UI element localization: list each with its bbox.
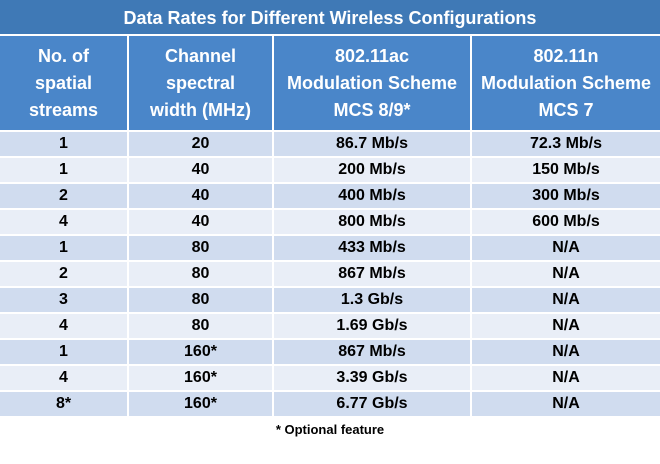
- header-line: 802.11ac: [334, 45, 410, 66]
- cell-80211n-rate: 72.3 Mb/s: [471, 131, 660, 158]
- table-row: 4 80 1.69 Gb/s N/A: [0, 313, 660, 340]
- table-row: 2 40 400 Mb/s 300 Mb/s: [0, 183, 660, 210]
- cell-80211n-rate: N/A: [471, 339, 660, 366]
- header-80211ac: 802.11ac Modulation Scheme MCS 8/9*: [273, 36, 472, 132]
- table-row: 4 40 800 Mb/s 600 Mb/s: [0, 209, 660, 236]
- cell-channel-width: 40: [128, 209, 274, 236]
- table-row: 2 80 867 Mb/s N/A: [0, 261, 660, 288]
- cell-80211n-rate: 600 Mb/s: [471, 209, 660, 236]
- table-row: 8* 160* 6.77 Gb/s N/A: [0, 391, 660, 418]
- cell-channel-width: 80: [128, 313, 274, 340]
- cell-80211n-rate: N/A: [471, 235, 660, 262]
- cell-spatial-streams: 3: [0, 287, 129, 314]
- table-row: 1 40 200 Mb/s 150 Mb/s: [0, 157, 660, 184]
- cell-channel-width: 160*: [128, 365, 274, 392]
- header-line: MCS 8/9*: [333, 99, 411, 120]
- table-row: 1 80 433 Mb/s N/A: [0, 235, 660, 262]
- table-title: Data Rates for Different Wireless Config…: [0, 0, 660, 36]
- header-line: Channel: [164, 45, 236, 66]
- header-spatial-streams: No. of spatial streams: [0, 36, 129, 132]
- cell-spatial-streams: 2: [0, 261, 129, 288]
- cell-spatial-streams: 1: [0, 131, 129, 158]
- cell-spatial-streams: 4: [0, 209, 129, 236]
- header-line: width (MHz): [150, 99, 251, 120]
- cell-80211ac-rate: 433 Mb/s: [273, 235, 472, 262]
- cell-80211ac-rate: 6.77 Gb/s: [273, 391, 472, 418]
- cell-channel-width: 160*: [128, 391, 274, 418]
- cell-80211ac-rate: 1.3 Gb/s: [273, 287, 472, 314]
- cell-channel-width: 80: [128, 261, 274, 288]
- header-channel-width: Channel spectral width (MHz): [128, 36, 274, 132]
- cell-80211n-rate: N/A: [471, 313, 660, 340]
- cell-channel-width: 20: [128, 131, 274, 158]
- cell-80211ac-rate: 400 Mb/s: [273, 183, 472, 210]
- cell-80211ac-rate: 1.69 Gb/s: [273, 313, 472, 340]
- cell-spatial-streams: 1: [0, 157, 129, 184]
- header-row: No. of spatial streams Channel spectral …: [0, 36, 660, 132]
- header-line: Modulation Scheme: [286, 72, 457, 93]
- cell-spatial-streams: 2: [0, 183, 129, 210]
- cell-80211ac-rate: 800 Mb/s: [273, 209, 472, 236]
- header-line: Modulation Scheme: [480, 72, 651, 93]
- cell-80211ac-rate: 3.39 Gb/s: [273, 365, 472, 392]
- cell-spatial-streams: 1: [0, 235, 129, 262]
- cell-80211n-rate: N/A: [471, 287, 660, 314]
- footnote: * Optional feature: [275, 422, 385, 437]
- cell-80211ac-rate: 86.7 Mb/s: [273, 131, 472, 158]
- cell-80211n-rate: 300 Mb/s: [471, 183, 660, 210]
- header-line: spatial: [34, 72, 93, 93]
- cell-spatial-streams: 4: [0, 365, 129, 392]
- table-row: 1 20 86.7 Mb/s 72.3 Mb/s: [0, 131, 660, 158]
- cell-80211ac-rate: 200 Mb/s: [273, 157, 472, 184]
- cell-80211n-rate: N/A: [471, 261, 660, 288]
- cell-channel-width: 40: [128, 183, 274, 210]
- cell-80211n-rate: N/A: [471, 365, 660, 392]
- cell-80211ac-rate: 867 Mb/s: [273, 339, 472, 366]
- header-line: MCS 7: [538, 99, 594, 120]
- cell-80211ac-rate: 867 Mb/s: [273, 261, 472, 288]
- table-row: 4 160* 3.39 Gb/s N/A: [0, 365, 660, 392]
- header-line: spectral: [165, 72, 236, 93]
- header-line: streams: [28, 99, 99, 120]
- cell-channel-width: 40: [128, 157, 274, 184]
- cell-80211n-rate: N/A: [471, 391, 660, 418]
- header-80211n: 802.11n Modulation Scheme MCS 7: [471, 36, 660, 132]
- header-line: No. of: [38, 45, 89, 66]
- table-row: 3 80 1.3 Gb/s N/A: [0, 287, 660, 314]
- table-row: 1 160* 867 Mb/s N/A: [0, 339, 660, 366]
- cell-channel-width: 80: [128, 235, 274, 262]
- cell-channel-width: 80: [128, 287, 274, 314]
- cell-spatial-streams: 4: [0, 313, 129, 340]
- cell-channel-width: 160*: [128, 339, 274, 366]
- cell-spatial-streams: 1: [0, 339, 129, 366]
- cell-spatial-streams: 8*: [0, 391, 129, 418]
- header-line: 802.11n: [533, 45, 599, 66]
- cell-80211n-rate: 150 Mb/s: [471, 157, 660, 184]
- data-rates-table: No. of spatial streams Channel spectral …: [0, 36, 660, 418]
